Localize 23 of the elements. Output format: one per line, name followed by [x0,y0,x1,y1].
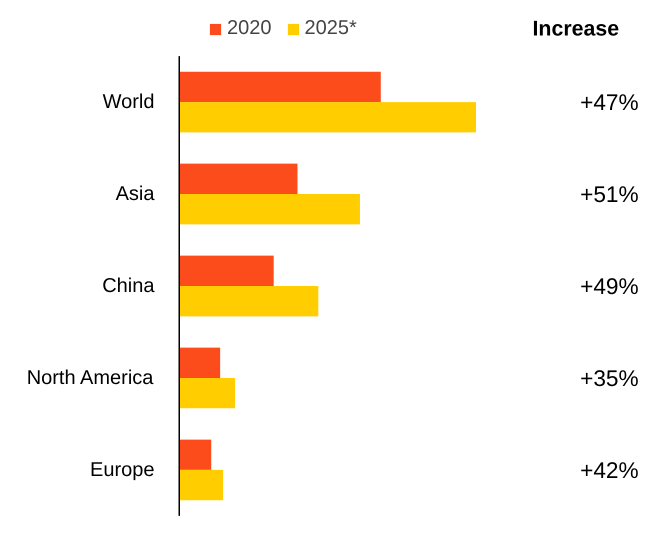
y-tick-label: World [102,91,155,114]
legend-label: 2020 [227,17,272,40]
text: Increase [532,16,620,40]
bar [178,378,236,408]
text: +47% [580,89,639,116]
bar [178,164,298,194]
bar [178,470,224,500]
bar [178,194,360,224]
text: +51% [580,181,639,208]
y-tick-label: Europe [90,458,155,481]
bar [178,440,212,470]
bar [178,72,381,102]
bar [178,102,476,132]
bar [178,348,220,378]
y-tick-label: Asia [116,183,156,206]
text: +49% [580,272,639,299]
text: +35% [580,364,639,391]
y-tick-label: China [102,274,156,297]
bar [178,286,318,316]
legend-label: 2025* [304,17,357,40]
bar [178,256,274,286]
y-tick-label: North America [26,366,154,389]
text: +42% [580,456,639,483]
